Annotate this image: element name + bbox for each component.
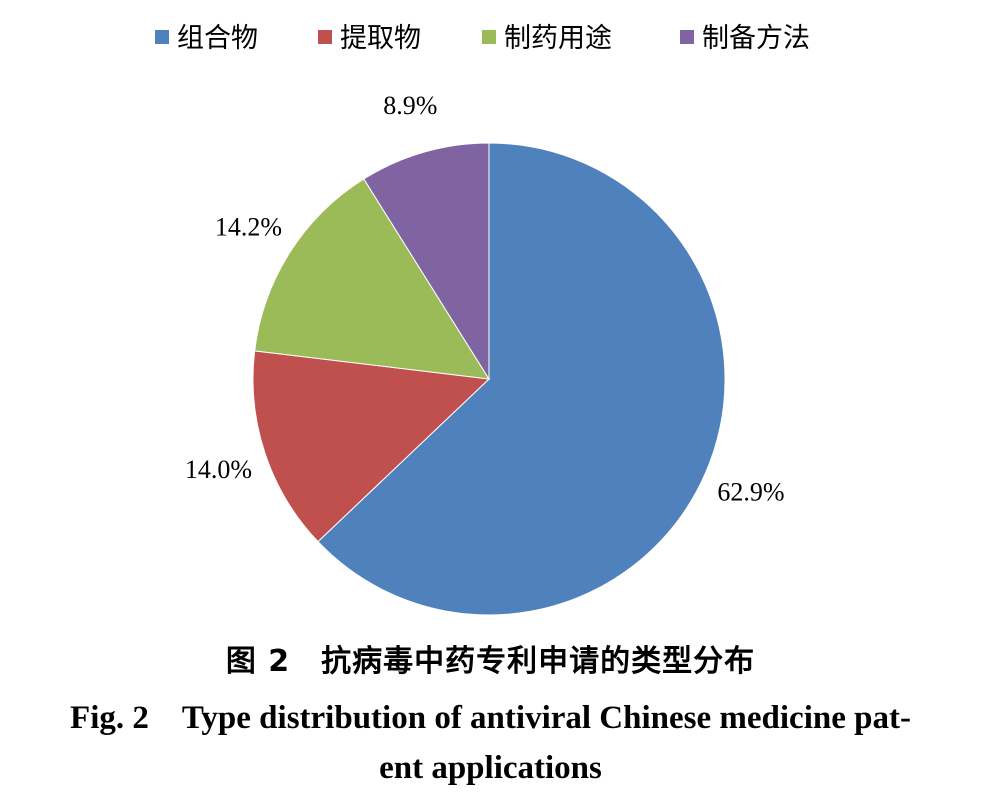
legend-label-1: 组合物: [177, 23, 258, 54]
legend-item-4: 制备方法: [680, 23, 810, 54]
pie-slices: [252, 142, 726, 616]
pie-chart: 组合物 提取物 制药用途 制备方法 62.9% 14.0% 14.2% 8.9%: [155, 23, 810, 616]
data-label-3: 14.2%: [215, 212, 282, 241]
legend-swatch-4: [680, 30, 694, 44]
chart-legend: 组合物 提取物 制药用途 制备方法: [155, 23, 810, 54]
data-label-2: 14.0%: [185, 455, 252, 484]
legend-swatch-1: [155, 30, 169, 44]
figure-caption-english-line2: ent applications: [379, 750, 602, 786]
legend-swatch-3: [482, 30, 496, 44]
figure-caption-chinese: 图 2 抗病毒中药专利申请的类型分布: [225, 644, 756, 679]
data-label-4: 8.9%: [383, 91, 437, 120]
pie-slice-2: [252, 350, 491, 543]
figure-caption-english-line1: Fig. 2 Type distribution of antiviral Ch…: [70, 700, 911, 736]
data-label-1: 62.9%: [717, 477, 784, 506]
legend-label-4: 制备方法: [702, 23, 810, 54]
legend-label-2: 提取物: [340, 23, 421, 54]
legend-item-1: 组合物: [155, 23, 258, 54]
legend-item-3: 制药用途: [482, 23, 612, 54]
legend-label-3: 制药用途: [504, 23, 612, 54]
figure-caption-english: Fig. 2 Type distribution of antiviral Ch…: [0, 693, 981, 793]
pie-slice-4: [363, 142, 490, 381]
legend-swatch-2: [318, 30, 332, 44]
pie-slice-3: [254, 178, 490, 380]
pie-slice-1: [317, 142, 726, 616]
legend-item-2: 提取物: [318, 23, 421, 54]
data-labels: 62.9% 14.0% 14.2% 8.9%: [185, 91, 785, 506]
